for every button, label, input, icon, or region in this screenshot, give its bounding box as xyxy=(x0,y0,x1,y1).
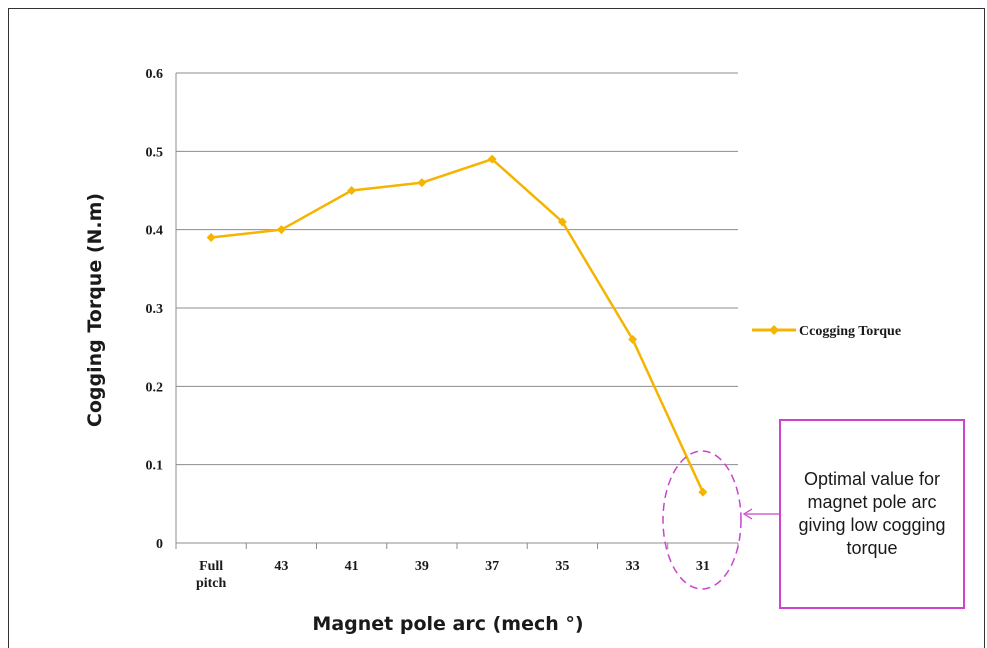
legend: Ccogging Torque xyxy=(752,324,901,339)
data-point xyxy=(698,487,708,497)
data-point xyxy=(417,178,427,188)
series-line xyxy=(210,157,705,493)
data-point xyxy=(628,334,638,344)
series-group xyxy=(206,154,708,497)
highlight-ellipse xyxy=(662,450,742,590)
y-tick-label: 0.3 xyxy=(146,302,164,317)
x-tick-label: 31 xyxy=(696,559,710,574)
gridlines xyxy=(175,72,739,549)
x-tick-label: 39 xyxy=(415,559,429,574)
x-tick-label-line: pitch xyxy=(196,576,227,591)
legend-label: Ccogging Torque xyxy=(799,324,901,339)
y-tick-label: 0 xyxy=(156,537,163,552)
x-axis-title: Magnet pole arc (mech °) xyxy=(312,613,583,635)
data-point xyxy=(206,233,216,242)
data-point xyxy=(557,217,567,227)
y-tick-label: 0.4 xyxy=(146,224,164,239)
x-tick-label: 35 xyxy=(555,559,569,574)
y-tick-label: 0.1 xyxy=(146,459,164,474)
x-tick-label: 37 xyxy=(485,559,499,574)
x-tick-label: 41 xyxy=(345,559,359,574)
x-tick-label-line: 37 xyxy=(485,559,499,574)
data-point xyxy=(347,186,357,195)
x-tick-label: 33 xyxy=(626,559,640,574)
annotation-arrow-head xyxy=(742,508,753,520)
x-tick-label: 43 xyxy=(274,559,288,574)
x-tick-label-line: Full xyxy=(199,559,223,574)
legend-marker xyxy=(769,325,779,335)
y-axis-title: Cogging Torque (N.m) xyxy=(84,193,106,427)
annotation-box: Optimal value for magnet pole arc giving… xyxy=(779,419,965,609)
y-tick-label: 0.2 xyxy=(146,380,164,395)
x-tick-labels: Full pitch 43 41 39 37 35 33 31 xyxy=(196,559,710,591)
x-tick-label-line: 35 xyxy=(555,559,569,574)
x-tick-label: Full pitch xyxy=(196,559,227,591)
y-tick-label: 0.6 xyxy=(146,67,164,82)
x-tick-label-line: 33 xyxy=(626,559,640,574)
y-tick-labels: 0 0.1 0.2 0.3 0.4 0.5 0.6 xyxy=(146,67,164,552)
x-tick-label-line: 43 xyxy=(274,559,288,574)
y-tick-label: 0.5 xyxy=(146,145,164,160)
data-point xyxy=(487,154,497,164)
data-point xyxy=(276,225,286,235)
x-tick-label-line: 31 xyxy=(696,559,710,574)
x-tick-label-line: 39 xyxy=(415,559,429,574)
x-tick-label-line: 41 xyxy=(345,559,359,574)
